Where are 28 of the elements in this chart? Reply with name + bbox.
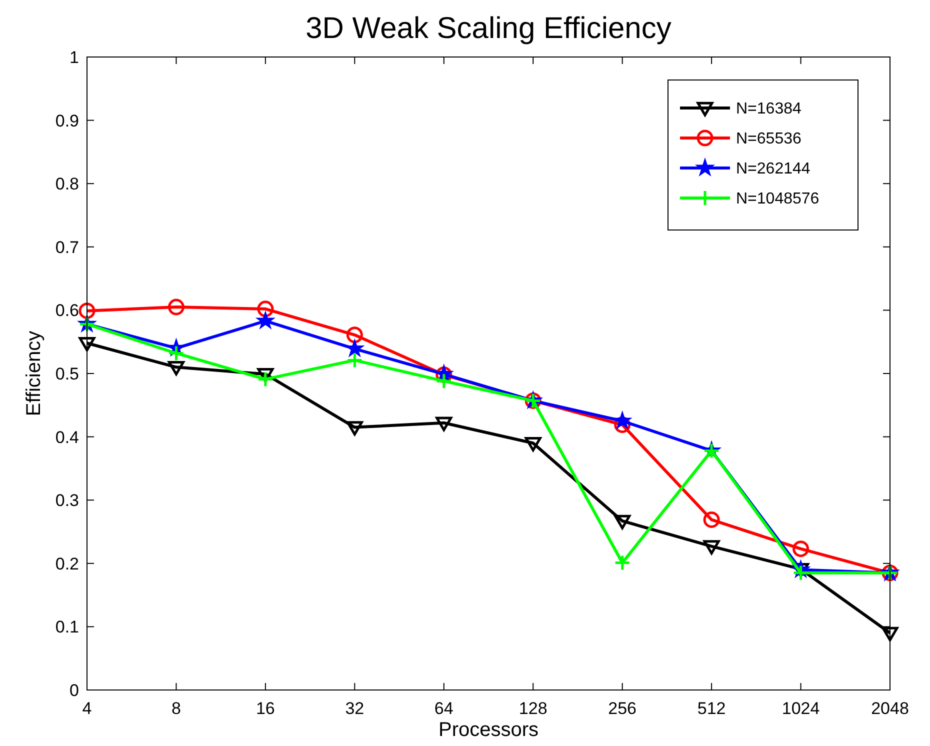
x-tick-label: 64 [434,699,454,718]
x-tick-label: 32 [345,699,364,718]
y-tick-label: 0.6 [55,301,79,320]
y-tick-label: 0.2 [55,554,79,574]
x-tick-label: 2048 [871,699,909,718]
x-tick-label: 1024 [782,699,820,718]
y-tick-label: 0 [70,680,79,700]
legend-label: N=65536 [736,130,802,148]
legend-label: N=262144 [736,160,810,178]
y-tick-label: 0.9 [55,111,79,130]
x-tick-label: 16 [256,699,275,718]
x-tick-label: 128 [518,699,548,718]
x-tick-label: 256 [608,699,637,718]
chart-title: 3D Weak Scaling Efficiency [306,12,672,45]
x-tick-label: 8 [171,699,181,718]
y-tick-label: 0.4 [55,428,79,447]
legend-label: N=1048576 [736,190,820,208]
x-axis-title: Processors [438,719,539,741]
y-tick-label: 0.3 [55,491,79,510]
y-axis-title: Efficiency [23,330,45,416]
y-tick-label: 1 [70,48,79,67]
y-tick-label: 0.7 [55,238,79,257]
y-tick-label: 0.8 [55,174,79,194]
x-tick-label: 512 [697,699,726,718]
y-tick-label: 0.1 [55,618,79,637]
legend-label: N=16384 [736,100,802,118]
y-tick-label: 0.5 [55,364,79,384]
x-tick-label: 4 [82,699,92,718]
